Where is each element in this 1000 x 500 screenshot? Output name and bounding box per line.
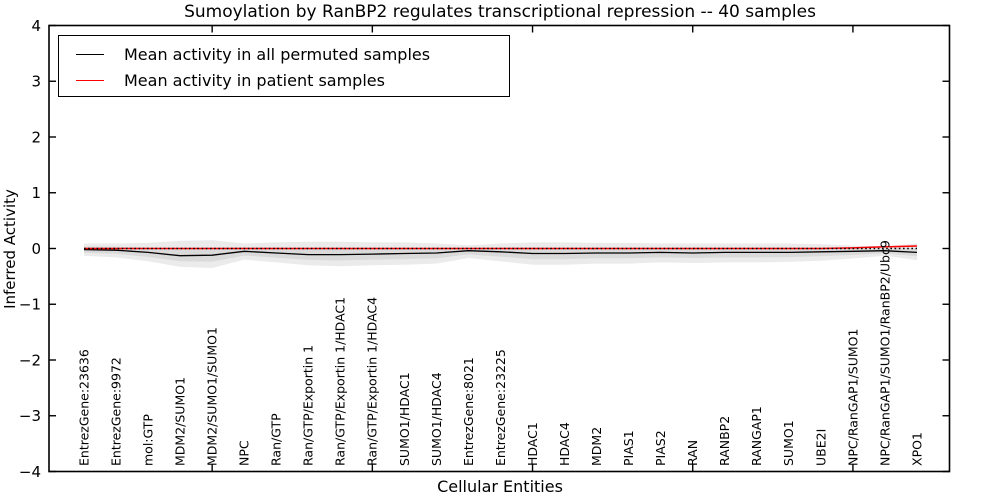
x-category-label: EntrezGene:8021 [461,357,476,466]
x-category-label: SUMO1 [781,420,796,466]
patient-line-swatch [76,79,104,81]
y-tick-label: −3 [19,407,41,425]
x-category-label: PIAS2 [653,430,668,466]
permuted-line-swatch [76,53,104,55]
x-category-label: PIAS1 [621,430,636,466]
x-category-label: RANGAP1 [749,406,764,466]
x-category-label: SUMO1/HDAC1 [397,372,412,466]
y-tick-label: −1 [19,296,41,314]
x-axis-label: Cellular Entities [437,477,563,496]
legend-label-patient: Mean activity in patient samples [124,70,385,90]
y-tick-label: −4 [19,463,41,481]
y-tick-label: 1 [31,184,41,202]
x-category-label: EntrezGene:9972 [108,357,123,466]
x-category-label: RANBP2 [717,416,732,466]
x-category-label: EntrezGene:23636 [76,349,91,466]
legend-entry-patient: Mean activity in patient samples [59,67,509,93]
x-category-label: HDAC1 [525,422,540,466]
chart-title: Sumoylation by RanBP2 regulates transcri… [184,2,816,22]
uncertainty-band-inner [84,246,917,262]
y-tick-label: 2 [31,128,41,146]
y-tick-label: 0 [31,240,41,258]
x-category-label: MDM2 [589,427,604,466]
legend: Mean activity in all permuted samples Me… [58,35,510,97]
y-tick-label: −2 [19,351,41,369]
x-category-label: Ran/GTP [269,413,284,466]
y-tick-label: 4 [31,17,41,35]
x-category-label: MDM2/SUMO1/SUMO1 [205,327,220,466]
permuted-mean-line [83,248,918,257]
x-category-label: NPC/RanGAP1/SUMO1 [845,329,860,466]
x-category-label: RAN [685,440,700,466]
x-category-label: XPO1 [909,432,924,466]
x-category-label: SUMO1/HDAC4 [429,372,444,466]
x-category-label: NPC/RanGAP1/SUMO1/RanBP2/Ubc9 [877,240,892,466]
x-category-label: Ran/GTP/Exportin 1/HDAC4 [365,297,380,466]
x-category-label: Ran/GTP/Exportin 1 [301,345,316,466]
y-tick-label: 3 [31,73,41,91]
x-category-label: NPC [237,440,252,466]
y-axis-label: Inferred Activity [1,189,19,309]
x-category-label: MDM2/SUMO1 [172,377,187,466]
x-category-label: UBE2I [813,429,828,466]
x-category-label: HDAC4 [557,422,572,466]
legend-label-permuted: Mean activity in all permuted samples [124,44,431,64]
legend-entry-permuted: Mean activity in all permuted samples [59,41,509,67]
x-category-label: mol:GTP [140,414,155,466]
x-category-label: Ran/GTP/Exportin 1/HDAC1 [333,297,348,466]
x-category-label: EntrezGene:23225 [493,349,508,466]
uncertainty-band-outer [84,240,917,268]
